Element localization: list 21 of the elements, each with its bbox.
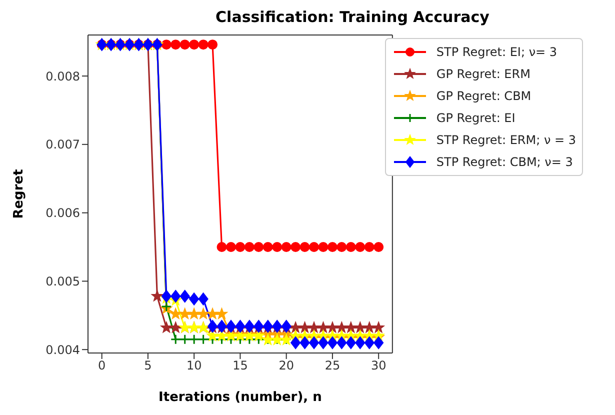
- y-tick-label: 0.008: [46, 69, 80, 84]
- x-tick-label: 5: [144, 358, 152, 373]
- chart-title: Classification: Training Accuracy: [214, 8, 490, 28]
- y-tick-label: 0.007: [46, 138, 80, 152]
- legend-label: GP Regret: CBM: [436, 89, 532, 103]
- y-tick-label: 0.006: [46, 206, 80, 220]
- legend-label: STP Regret: CBM; ν= 3: [436, 155, 573, 169]
- x-tick-label: 30: [370, 358, 386, 373]
- x-tick-label: 0: [98, 358, 106, 373]
- y-axis-title: Regret: [12, 169, 27, 219]
- x-tick-label: 25: [324, 358, 340, 373]
- legend-label: GP Regret: ERM: [436, 67, 530, 81]
- x-tick-label: 15: [232, 358, 248, 373]
- y-tick-label: 0.005: [46, 274, 80, 288]
- x-axis-title: Iterations (number), n: [158, 390, 322, 405]
- legend-label: GP Regret: EI: [436, 111, 516, 125]
- x-tick-label: 10: [186, 358, 202, 373]
- legend-label: STP Regret: ERM; ν = 3: [436, 133, 576, 147]
- y-tick-label: 0.004: [46, 342, 80, 357]
- legend-label: STP Regret: EI; ν= 3: [436, 45, 558, 59]
- x-tick-label: 20: [278, 358, 294, 373]
